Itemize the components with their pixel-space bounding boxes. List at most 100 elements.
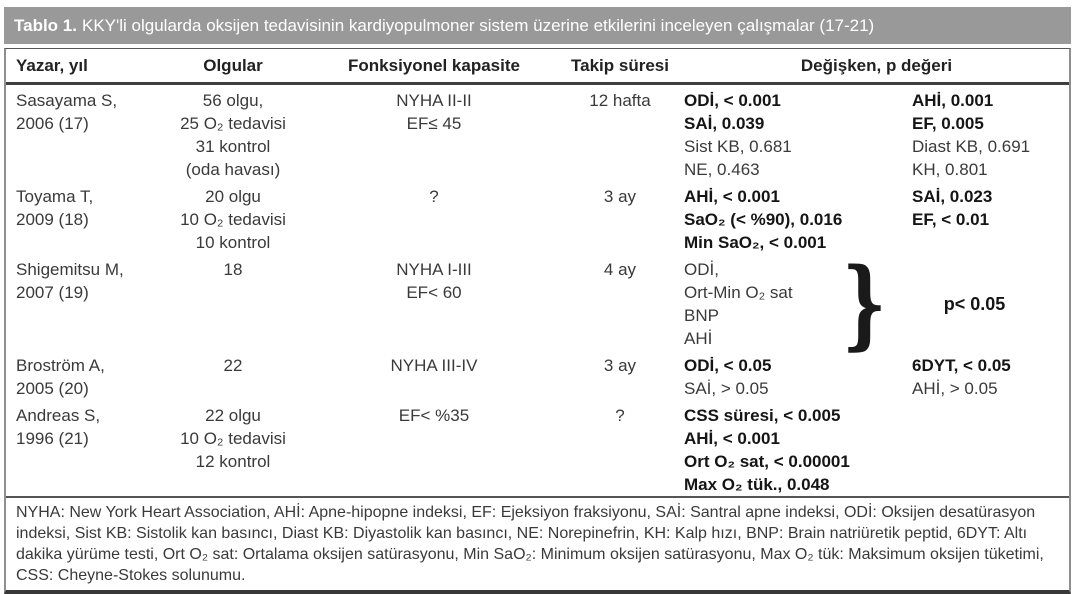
abbreviations-footnote: NYHA: New York Heart Association, AHİ: A…	[6, 496, 1069, 590]
variables-columns: ODİ, < 0.05 SAİ, > 0.05 6DYT, < 0.05 AHİ…	[684, 354, 1069, 400]
cases-line: 56 olgu,	[202, 91, 264, 110]
variable-line: 6DYT, < 0.05	[912, 356, 1011, 375]
table-row: Broström A, 2005 (20) 22 NYHA III-IV 3 a…	[6, 350, 1069, 400]
variable-line: Min SaO₂, < 0.001	[684, 233, 827, 252]
variables-columns: AHİ, < 0.001 SaO₂ (< %90), 0.016 Min SaO…	[684, 185, 1069, 254]
variables-right: 6DYT, < 0.05 AHİ, > 0.05	[912, 354, 1011, 400]
variable-line: ODİ, < 0.05	[684, 356, 772, 375]
variable-line: AHİ, < 0.001	[684, 187, 780, 206]
author-cell: Andreas S, 1996 (21)	[6, 404, 154, 496]
cases-line: 12 kontrol	[195, 452, 271, 471]
followup-cell: 4 ay	[603, 260, 637, 279]
variables-left: ODİ, < 0.001 SAİ, 0.039 Sist KB, 0.681 N…	[684, 89, 912, 181]
table-row: Andreas S, 1996 (21) 22 olgu 10 O₂ tedav…	[6, 400, 1069, 496]
capacity-line: NYHA III-IV	[390, 356, 478, 375]
capacity-line: NYHA II-II	[396, 91, 472, 110]
cases-line: 22 olgu	[205, 406, 261, 425]
variable-line: Ort-Min O₂ sat	[684, 283, 793, 302]
author-line: Broström A,	[16, 356, 105, 375]
variable-line: Diast KB, 0.691	[912, 137, 1031, 156]
table-row: Sasayama S, 2006 (17) 56 olgu, 25 O₂ ted…	[6, 85, 1069, 181]
author-line: 2005 (20)	[16, 379, 89, 398]
table-row: Shigemitsu M, 2007 (19) 18 NYHA I-III EF…	[6, 247, 1069, 360]
variable-line: CSS süresi, < 0.005	[684, 406, 841, 425]
variable-line: AHİ, 0.001	[912, 91, 994, 110]
capacity-line: EF< %35	[398, 406, 470, 425]
author-line: Andreas S,	[16, 406, 101, 425]
cases-cell: 56 olgu, 25 O₂ tedavisi 31 kontrol (oda …	[154, 89, 312, 181]
followup-cell: 12 hafta	[589, 91, 651, 110]
variables-left: CSS süresi, < 0.005 AHİ, < 0.001 Ort O₂ …	[684, 404, 912, 496]
table-title-bar: Tablo 1. KKY'li olgularda oksijen tedavis…	[4, 7, 1071, 44]
variable-line: Ort O₂ sat, < 0.00001	[684, 452, 850, 471]
brace-glyph: }	[842, 247, 887, 360]
variable-line: Sist KB, 0.681	[684, 137, 792, 156]
variable-line: ODİ, < 0.001	[684, 91, 781, 110]
variable-line: EF, < 0.01	[912, 210, 990, 229]
cases-line: 18	[223, 260, 243, 279]
capacity-cell: NYHA I-III EF< 60	[312, 258, 556, 350]
capacity-line: NYHA I-III	[396, 260, 472, 279]
variable-line: SAİ, 0.023	[912, 187, 993, 206]
p-value: p< 0.05	[943, 293, 1006, 314]
author-line: 2009 (18)	[16, 210, 89, 229]
author-line: Shigemitsu M,	[16, 260, 124, 279]
variables-left: AHİ, < 0.001 SaO₂ (< %90), 0.016 Min SaO…	[684, 185, 912, 254]
capacity-cell: NYHA III-IV	[312, 354, 556, 400]
table-row: Toyama T, 2009 (18) 20 olgu 10 O₂ tedavi…	[6, 181, 1069, 254]
capacity-line: EF≤ 45	[406, 114, 462, 133]
header-author: Yazar, yıl	[16, 55, 88, 75]
capacity-line: EF< 60	[406, 283, 462, 302]
variables-brace-group: ODİ, Ort-Min O₂ sat BNP AHİ } p< 0.05	[684, 247, 1069, 360]
variable-line: SAİ, > 0.05	[684, 379, 769, 398]
variables-cell: AHİ, < 0.001 SaO₂ (< %90), 0.016 Min SaO…	[684, 185, 1069, 254]
cases-line: 25 O₂ tedavisi	[180, 114, 286, 133]
cases-line: 10 kontrol	[195, 233, 271, 252]
capacity-cell: NYHA II-II EF≤ 45	[312, 89, 556, 181]
header-functional-capacity: Fonksiyonel kapasite	[348, 55, 520, 75]
variables-cell: ODİ, < 0.001 SAİ, 0.039 Sist KB, 0.681 N…	[684, 89, 1069, 181]
cases-line: 22	[223, 356, 243, 375]
header-variable-pvalue: Değişken, p değeri	[800, 55, 953, 75]
variable-line: EF, 0.005	[912, 114, 984, 133]
variables-cell: ODİ, Ort-Min O₂ sat BNP AHİ } p< 0.05	[684, 247, 1069, 360]
author-line: Sasayama S,	[16, 91, 118, 110]
variable-line: AHİ, < 0.001	[684, 429, 780, 448]
variables-right: SAİ, 0.023 EF, < 0.01	[912, 185, 992, 254]
variable-line: SAİ, 0.039	[684, 114, 765, 133]
variable-line: AHİ, > 0.05	[912, 379, 998, 398]
table-frame: Yazar, yıl Olgular Fonksiyonel kapasite …	[4, 48, 1071, 594]
variables-right: AHİ, 0.001 EF, 0.005 Diast KB, 0.691 KH,…	[912, 89, 1030, 181]
variable-line: ODİ,	[684, 260, 719, 279]
followup-cell: ?	[615, 406, 625, 425]
cases-line: (oda havası)	[185, 160, 281, 179]
cases-line: 10 O₂ tedavisi	[180, 429, 286, 448]
header-cases: Olgular	[203, 55, 263, 75]
variable-line: SaO₂ (< %90), 0.016	[684, 210, 843, 229]
capacity-cell: EF< %35	[312, 404, 556, 496]
variables-columns: CSS süresi, < 0.005 AHİ, < 0.001 Ort O₂ …	[684, 404, 1069, 496]
variable-line: KH, 0.801	[912, 160, 988, 179]
author-line: 2006 (17)	[16, 114, 89, 133]
variables-left: ODİ, Ort-Min O₂ sat BNP AHİ	[684, 258, 842, 350]
cases-line: 10 O₂ tedavisi	[180, 210, 286, 229]
cases-cell: 22	[154, 354, 312, 400]
table-number-label: Tablo 1.	[14, 16, 77, 35]
variables-columns: ODİ, < 0.001 SAİ, 0.039 Sist KB, 0.681 N…	[684, 89, 1069, 181]
followup-cell: 3 ay	[603, 356, 637, 375]
variables-left: ODİ, < 0.05 SAİ, > 0.05	[684, 354, 912, 400]
author-cell: Shigemitsu M, 2007 (19)	[6, 258, 154, 350]
cases-line: 20 olgu	[205, 187, 261, 206]
author-line: Toyama T,	[16, 187, 94, 206]
cases-cell: 20 olgu 10 O₂ tedavisi 10 kontrol	[154, 185, 312, 254]
header-followup: Takip süresi	[571, 55, 669, 75]
table-header-row: Yazar, yıl Olgular Fonksiyonel kapasite …	[6, 49, 1069, 85]
author-line: 1996 (21)	[16, 429, 89, 448]
followup-cell: 3 ay	[603, 187, 637, 206]
author-cell: Sasayama S, 2006 (17)	[6, 89, 154, 181]
variables-cell: CSS süresi, < 0.005 AHİ, < 0.001 Ort O₂ …	[684, 404, 1069, 496]
table-title-text: KKY'li olgularda oksijen tedavisinin kar…	[81, 16, 875, 35]
author-cell: Broström A, 2005 (20)	[6, 354, 154, 400]
capacity-cell: ?	[312, 185, 556, 254]
